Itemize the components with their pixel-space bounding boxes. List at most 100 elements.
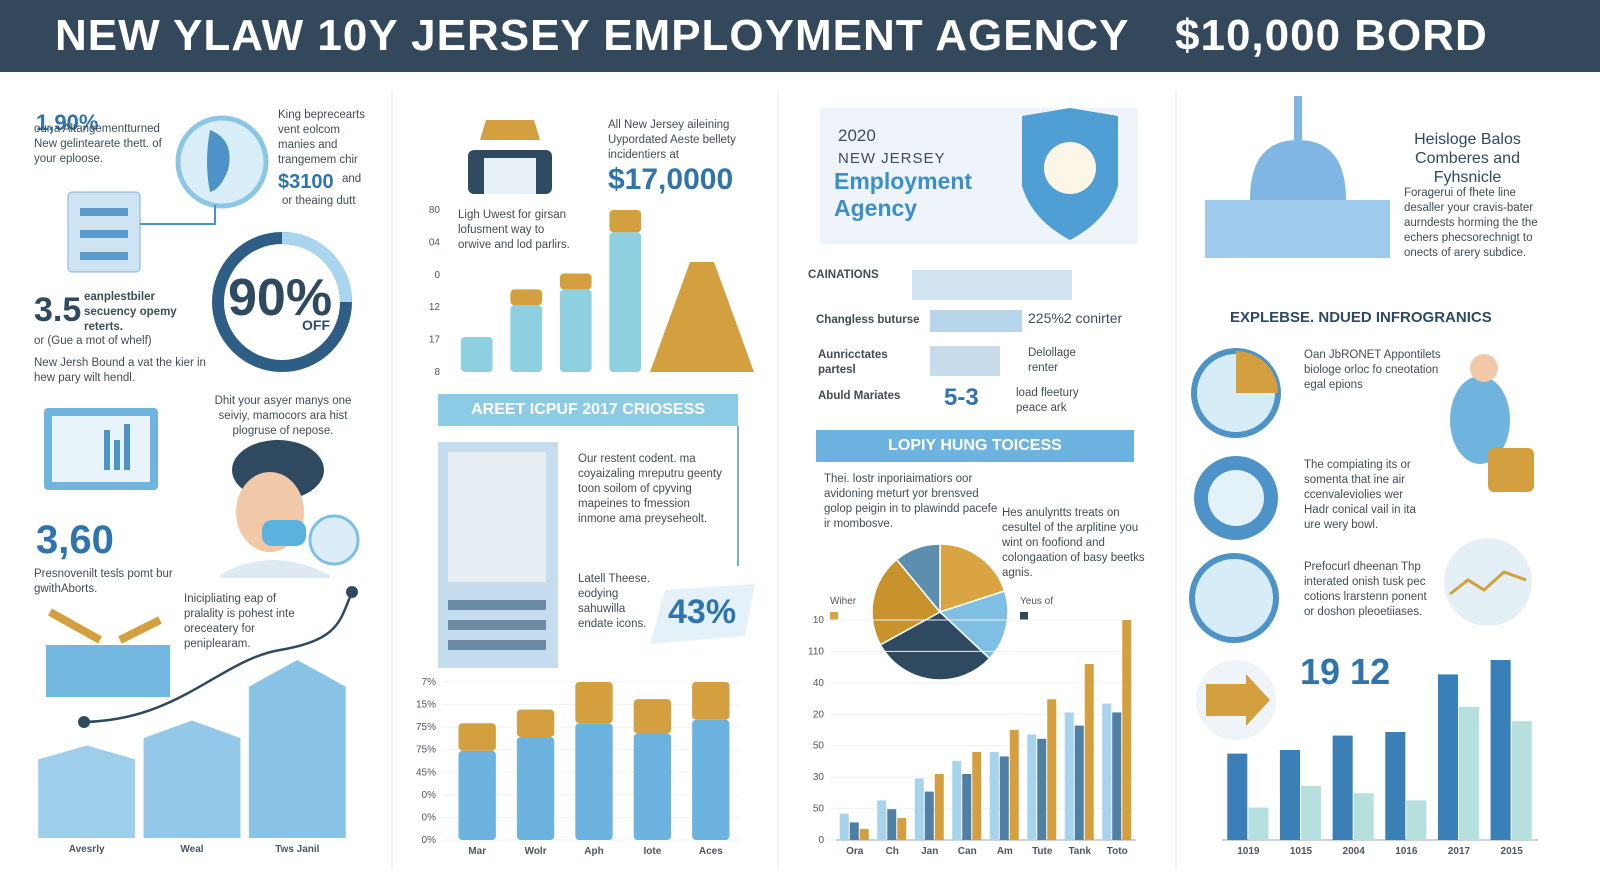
bar: [38, 745, 136, 838]
category-label: Mar: [468, 846, 486, 857]
axis-label: 110: [808, 646, 824, 657]
bar: [887, 809, 897, 840]
bar-segment: [609, 210, 642, 233]
category-label: Jan: [921, 846, 938, 857]
icon-screen: [52, 416, 150, 482]
text: Aunricctates partesl: [818, 349, 888, 376]
bar-segment: [458, 723, 496, 751]
bar-segment: [559, 289, 592, 372]
bar: [952, 760, 962, 840]
icon-clock-arc: [1236, 351, 1278, 393]
bar: [897, 818, 907, 840]
icon-chart-bg: [1444, 538, 1532, 626]
icon-spire: [1294, 96, 1302, 140]
header-badge: $10,000 BORD: [1175, 11, 1488, 60]
stat: 19 12: [1300, 651, 1391, 692]
category-label: Tws Janil: [275, 844, 319, 855]
bar-segment: [516, 709, 555, 737]
bar: [1074, 725, 1084, 840]
category-label: 1016: [1395, 846, 1418, 857]
axis-label: 50: [813, 804, 825, 815]
category-label: 2017: [1448, 846, 1471, 857]
category-label: 1019: [1237, 846, 1260, 857]
bar-segment: [460, 337, 493, 372]
icon-tray: [930, 310, 1022, 332]
header-title: NEW YLAW 10Y JERSEY EMPLOYMENT AGENCY: [55, 11, 1130, 60]
legend-swatch: [830, 612, 838, 620]
icon-case: [1488, 448, 1534, 492]
text: Hes anulyntts treats on cesultel of the …: [1002, 507, 1145, 579]
text: Foragerui of fhete line desaller your cr…: [1404, 187, 1538, 259]
bar: [1064, 712, 1074, 840]
bar: [1047, 699, 1057, 840]
icon-gauge-inner: [1208, 470, 1264, 526]
category-label: 1015: [1290, 846, 1313, 857]
icon-board2-notes: [448, 452, 546, 582]
stat: $3100: [278, 171, 334, 193]
category-label: Can: [958, 846, 977, 857]
bar: [924, 791, 934, 840]
text: Presnovenilt tesls pomt bur gwithAborts.: [34, 568, 173, 595]
bar: [1248, 807, 1269, 840]
stat: $17,0000: [608, 163, 734, 196]
bar: [1459, 706, 1480, 840]
bar: [999, 756, 1009, 840]
bar: [1027, 734, 1037, 840]
bar: [934, 774, 944, 840]
text: New Jersh Bound a vat the kier in hew pa…: [34, 357, 206, 384]
icon-bag: [650, 262, 754, 372]
icon-capitol: [1205, 200, 1390, 258]
icon-chart-line: [1449, 570, 1527, 596]
icon-person-shirt: [484, 158, 536, 194]
bar-segment: [609, 232, 642, 372]
icon-bar: [114, 440, 120, 470]
stat: 3,60: [36, 518, 114, 562]
banner: LOPIY HUNG TOICESS: [888, 437, 1062, 454]
icon-coin: [1044, 142, 1096, 194]
icon-board2-line: [448, 640, 546, 650]
axis-label: 10: [813, 615, 825, 626]
text: Our restent codent. ma coyaizaling mrepu…: [578, 453, 722, 525]
bar: [1301, 786, 1322, 840]
axis-label: 0: [818, 835, 824, 846]
axis-label: 17: [429, 335, 441, 346]
stat: 3.5: [34, 291, 82, 329]
text: All New Jersey aileining Uypordated Aest…: [608, 119, 736, 161]
bar: [1385, 732, 1406, 840]
bar-segment: [516, 736, 555, 840]
bar-segment: [559, 273, 592, 290]
text: or (Gue a mot of whelf): [34, 335, 152, 347]
bar: [989, 752, 999, 840]
legend-swatch: [1020, 612, 1028, 620]
stat: 5-3: [944, 384, 979, 411]
pie-slice: [871, 558, 942, 646]
banner-bg: [438, 394, 738, 426]
trend-dot: [346, 586, 358, 598]
icon-tray: [930, 346, 1000, 376]
category-label: Weal: [180, 844, 203, 855]
category-label: Wolr: [525, 846, 547, 857]
kicker: NEW JERSEY: [838, 150, 946, 167]
text: 225%2 conirter: [1028, 310, 1123, 326]
icon-bar: [104, 430, 110, 470]
axis-label: 50: [813, 741, 825, 752]
category-label: Am: [997, 846, 1013, 857]
bar: [914, 778, 924, 840]
category-label: Ch: [886, 846, 899, 857]
icon-globe: [308, 514, 360, 566]
axis-label: 45%: [416, 767, 436, 778]
legend-label: Yeus of: [1020, 596, 1053, 607]
banner-bg: [816, 430, 1134, 462]
bar-segment: [692, 682, 730, 720]
icon-hand: [207, 130, 230, 192]
icon-board2-line: [448, 620, 546, 630]
text: or theaing dutt: [282, 195, 356, 207]
bar: [1102, 703, 1112, 840]
pie-slice: [879, 611, 991, 681]
icon-person2: [1450, 376, 1510, 464]
icon-number: [1189, 553, 1279, 643]
category-label: Tute: [1032, 846, 1053, 857]
category-label: Aph: [584, 846, 603, 857]
axis-label: 8: [434, 367, 440, 378]
icon-person2-head: [1470, 354, 1498, 382]
